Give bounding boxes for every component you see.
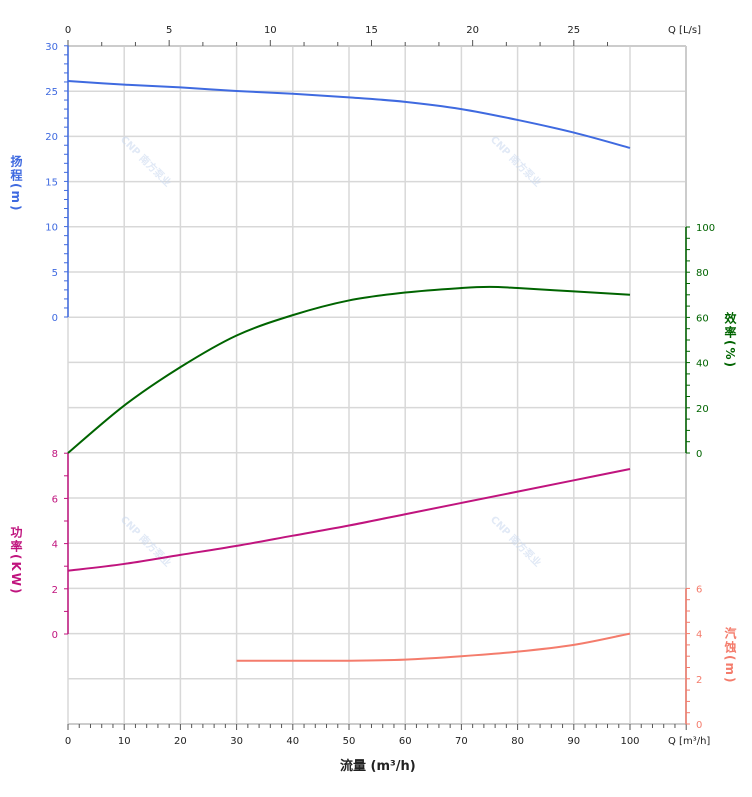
npsh-tick-label: 2 <box>696 675 702 686</box>
top-tick-label: 25 <box>567 25 580 36</box>
watermark-logo: CNP 南方泵业 <box>118 133 174 189</box>
top-axis-unit-label: Q [L/s] <box>668 25 701 36</box>
head-curve <box>67 80 631 149</box>
head-tick-label: 30 <box>45 42 58 53</box>
head-axis-label: 扬程(m) <box>9 155 23 213</box>
npsh-tick-label: 0 <box>696 720 702 731</box>
head-tick-label: 20 <box>45 132 58 143</box>
top-tick-label: 0 <box>65 25 71 36</box>
efficiency-tick-label: 40 <box>696 359 709 370</box>
power-tick-label: 8 <box>52 449 58 460</box>
bottom-tick-label: 10 <box>118 736 131 747</box>
npsh-tick-label: 4 <box>696 630 702 641</box>
bottom-tick-label: 30 <box>230 736 243 747</box>
bottom-tick-label: 0 <box>65 736 71 747</box>
watermark-logo: CNP 南方泵业 <box>488 133 544 189</box>
head-tick-label: 10 <box>45 223 58 234</box>
bottom-tick-label: 50 <box>343 736 356 747</box>
power-curve <box>67 468 631 572</box>
top-tick-label: 15 <box>365 25 378 36</box>
x-axis-title: 流量 (m³/h) <box>340 759 416 774</box>
power-axis-label: 功率(KW) <box>9 526 23 596</box>
bottom-tick-label: 90 <box>567 736 580 747</box>
power-tick-label: 4 <box>52 540 58 551</box>
power-tick-label: 2 <box>52 585 58 596</box>
head-tick-label: 0 <box>52 313 58 324</box>
power-tick-label: 0 <box>52 630 58 641</box>
bottom-tick-label: 40 <box>286 736 299 747</box>
bottom-tick-label: 20 <box>174 736 187 747</box>
bottom-tick-label: 70 <box>455 736 468 747</box>
head-tick-label: 15 <box>45 177 58 188</box>
bottom-axis-unit-label: Q [m³/h] <box>668 736 710 747</box>
efficiency-curve <box>67 285 631 454</box>
npsh-axis-label: 汽蚀(m) <box>723 627 737 685</box>
npsh-curve <box>236 632 631 662</box>
top-tick-label: 10 <box>264 25 277 36</box>
top-tick-label: 20 <box>466 25 479 36</box>
efficiency-tick-label: 0 <box>696 449 702 460</box>
bottom-tick-label: 100 <box>620 736 639 747</box>
head-tick-label: 25 <box>45 87 58 98</box>
bottom-tick-label: 80 <box>511 736 524 747</box>
bottom-tick-label: 60 <box>399 736 412 747</box>
power-tick-label: 6 <box>52 494 58 505</box>
efficiency-axis-label: 效率(%) <box>723 312 737 369</box>
watermark-logo: CNP 南方泵业 <box>488 513 544 569</box>
npsh-tick-label: 6 <box>696 584 702 595</box>
top-tick-label: 5 <box>166 25 172 36</box>
efficiency-tick-label: 100 <box>696 223 715 234</box>
efficiency-tick-label: 60 <box>696 313 709 324</box>
efficiency-tick-label: 20 <box>696 404 709 415</box>
head-tick-label: 5 <box>52 268 58 279</box>
efficiency-tick-label: 80 <box>696 268 709 279</box>
